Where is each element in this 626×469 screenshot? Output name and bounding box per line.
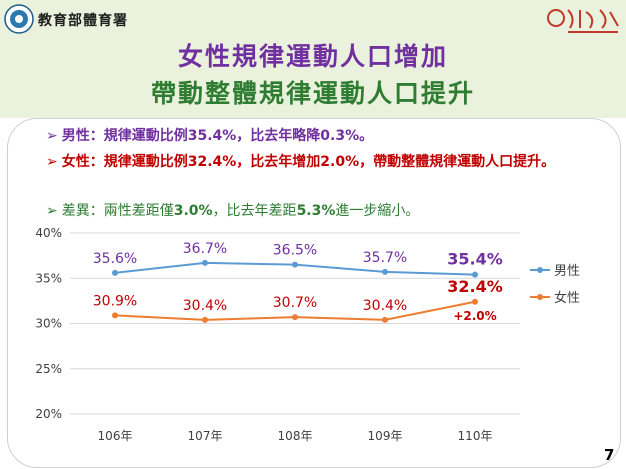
data-label: 30.9% xyxy=(93,293,137,309)
legend-label: 男性 xyxy=(554,264,580,279)
x-tick-label: 106年 xyxy=(98,429,133,443)
data-label: 35.7% xyxy=(363,250,407,266)
bullet-gap-pre: 差異：兩性差距僅 xyxy=(61,203,174,219)
bullet-gap-num1: 3.0% xyxy=(173,203,213,219)
page-number: 7 xyxy=(604,446,615,464)
data-point xyxy=(472,271,478,278)
legend-marker xyxy=(537,267,543,273)
ministry-seal-icon xyxy=(4,4,34,34)
header-band xyxy=(0,0,626,118)
bullet-male-text: 男性：規律運動比例35.4%，比去年略降0.3%。 xyxy=(61,128,374,144)
data-point xyxy=(472,298,478,305)
y-tick-label: 25% xyxy=(35,362,62,376)
bullet-female: ➢ 女性：規律運動比例32.4%，比去年增加2.0%，帶動整體規律運動人口提升。 xyxy=(46,152,596,172)
x-tick-label: 109年 xyxy=(368,429,403,443)
bullet-female-text: 女性：規律運動比例32.4%，比去年增加2.0%，帶動整體規律運動人口提升。 xyxy=(61,154,556,170)
data-point xyxy=(202,259,208,266)
x-tick-label: 107年 xyxy=(188,429,223,443)
data-label: 36.7% xyxy=(183,241,227,257)
data-label: 30.4% xyxy=(363,298,407,314)
arrow-icon: ➢ xyxy=(46,203,58,219)
bullet-male: ➢ 男性：規律運動比例35.4%，比去年略降0.3%。 xyxy=(46,126,373,146)
university-logo-icon xyxy=(547,9,619,33)
data-point xyxy=(112,312,118,319)
y-tick-label: 20% xyxy=(35,407,62,421)
content-panel xyxy=(7,118,621,468)
legend-label: 女性 xyxy=(554,290,580,306)
data-point xyxy=(382,316,388,323)
data-point xyxy=(112,269,118,276)
title-line-1: 女性規律運動人口增加 xyxy=(177,42,448,71)
arrow-icon: ➢ xyxy=(46,128,58,144)
data-point xyxy=(292,314,298,321)
title-line-2: 帶動整體規律運動人口提升 xyxy=(150,79,475,108)
data-point xyxy=(382,268,388,275)
bullet-gap: ➢ 差異：兩性差距僅3.0%，比去年差距5.3%進一步縮小。 xyxy=(46,201,419,221)
arrow-icon: ➢ xyxy=(46,154,58,170)
data-label: 30.7% xyxy=(273,295,317,311)
x-tick-label: 108年 xyxy=(278,429,313,443)
bullet-gap-num2: 5.3% xyxy=(296,203,336,219)
data-label: 30.4% xyxy=(183,298,227,314)
agency-name: 教育部體育署 xyxy=(38,13,128,29)
x-tick-label: 110年 xyxy=(458,429,493,443)
data-label: 35.6% xyxy=(93,251,137,267)
data-point xyxy=(292,261,298,268)
y-tick-label: 35% xyxy=(35,271,62,285)
data-label: 36.5% xyxy=(273,243,317,259)
data-point xyxy=(202,316,208,323)
data-label: 35.4% xyxy=(447,250,503,269)
bullet-gap-mid: ，比去年差距 xyxy=(212,203,297,219)
change-annotation: +2.0% xyxy=(453,309,496,323)
legend-marker xyxy=(537,294,543,300)
y-tick-label: 40% xyxy=(35,226,62,240)
data-label: 32.4% xyxy=(447,277,503,296)
bullet-gap-post: 進一步縮小。 xyxy=(335,203,420,219)
y-tick-label: 30% xyxy=(35,317,62,331)
